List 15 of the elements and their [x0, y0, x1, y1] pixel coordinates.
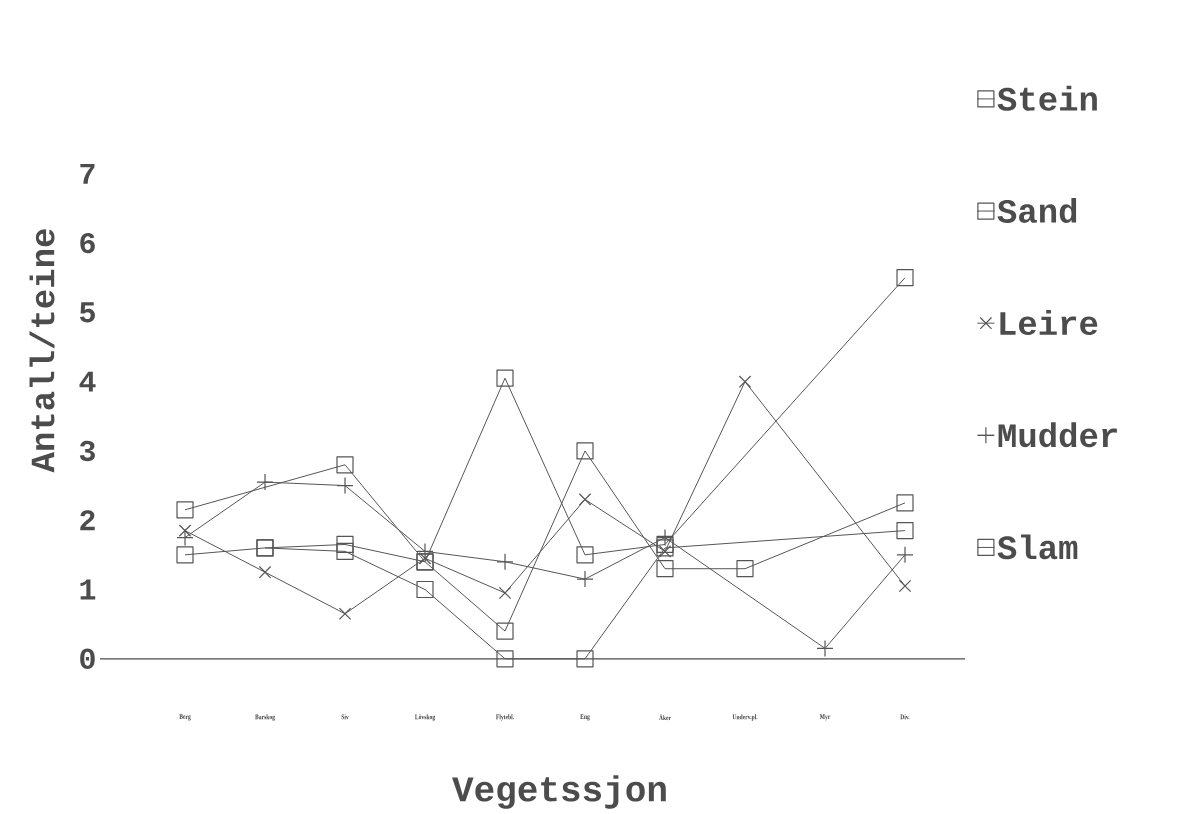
y-tick-label: 4: [79, 371, 96, 392]
y-tick-label: 6: [80, 232, 95, 254]
y-axis-title: Antall/teine: [29, 229, 55, 473]
legend-label: Slam: [997, 534, 1078, 560]
legend-label: Stein: [997, 85, 1097, 111]
y-tick-label: 5: [79, 302, 95, 323]
legend-label: Leire: [1000, 310, 1098, 336]
y-tick-label: 7: [80, 163, 95, 184]
y-tick-label: 3: [79, 440, 95, 462]
y-tick-label: 0: [80, 648, 95, 669]
y-tick-label: 1: [80, 579, 96, 600]
y-tick-label: 2: [80, 510, 95, 531]
legend-label: Mudder: [998, 422, 1117, 448]
legend-label: Sand: [997, 197, 1077, 223]
x-axis-title: Vegetssjon: [452, 775, 666, 809]
